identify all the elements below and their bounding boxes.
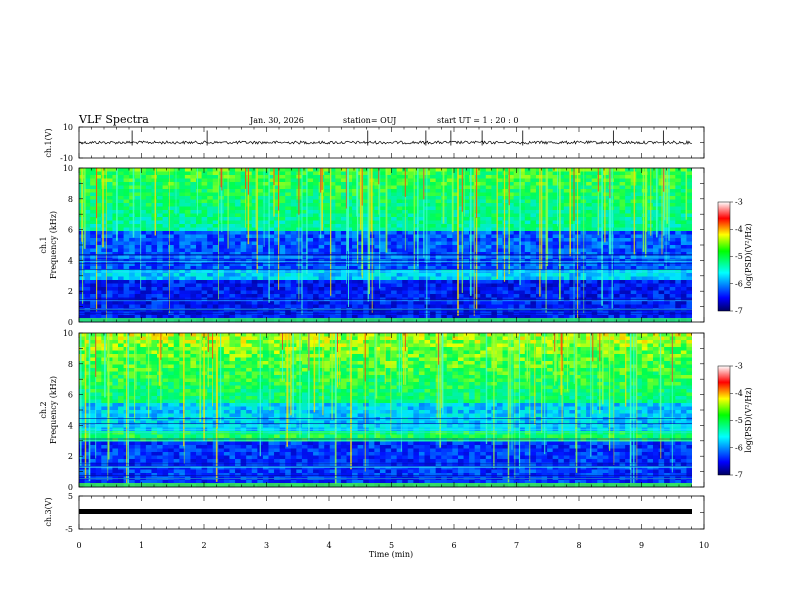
ch2-colorbar: -3 -4 -5 -6 -7 log(PSD)(V²/Hz) — [717, 362, 753, 480]
ch1-waveform-trace — [78, 139, 693, 145]
x-tick-label: 3 — [264, 541, 269, 550]
spec-ytick-label: 8 — [68, 360, 73, 369]
spec-ytick-label: 10 — [63, 329, 73, 338]
spec-ytick-label: 2 — [68, 452, 73, 461]
station-label: station= OUJ — [343, 116, 396, 125]
spec-ytick-label: 4 — [68, 421, 73, 430]
ch1-ylabel: ch.1(V) — [44, 128, 53, 157]
ch1-spec-ylabel-2: Frequency (kHz) — [49, 211, 58, 279]
x-tick-label: 10 — [699, 541, 709, 550]
colorbar-tick-label: -4 — [735, 225, 743, 234]
ch2-spectrogram-panel — [78, 332, 705, 488]
x-tick-label: 2 — [201, 541, 206, 550]
date-label: Jan. 30, 2026 — [249, 116, 304, 125]
colorbar-tick-label: -3 — [735, 362, 743, 371]
spec-ytick-label: 10 — [63, 164, 73, 173]
x-axis-label: Time (min) — [369, 550, 413, 559]
ch3-ytick-bottom: -5 — [65, 525, 73, 534]
spec-ytick-label: 0 — [68, 483, 73, 492]
colorbar-tick-label: -3 — [735, 198, 743, 207]
ch1-spec-ylabel-1: ch.1 — [39, 236, 48, 253]
x-tick-label: 5 — [389, 541, 394, 550]
start-ut-label: start UT = 1 : 20 : 0 — [437, 116, 518, 125]
colorbar-tick-label: -6 — [735, 443, 743, 452]
x-tick-label: 4 — [326, 541, 331, 550]
ch1-colorbar-label: log(PSD)(V²/Hz) — [744, 223, 753, 288]
colorbar-tick-label: -7 — [735, 307, 743, 316]
ch2-spec-ylabel-1: ch.2 — [39, 401, 48, 418]
figure-title: VLF Spectra — [78, 113, 149, 126]
spec-ytick-label: 6 — [68, 391, 73, 400]
x-tick-label: 1 — [139, 541, 144, 550]
x-tick-label: 6 — [451, 541, 456, 550]
ch1-waveform-panel — [78, 126, 705, 159]
ch3-waveform-trace — [79, 509, 692, 514]
x-tick-label: 8 — [576, 541, 581, 550]
ch3-ytick-top: 5 — [68, 492, 73, 501]
colorbar-tick-label: -7 — [735, 471, 743, 480]
x-tick-label: 7 — [514, 541, 519, 550]
ch1-ytick-bottom: -10 — [60, 154, 73, 163]
spec-ytick-label: 8 — [68, 195, 73, 204]
ch1-ytick-top: 10 — [63, 123, 73, 132]
spec-ytick-label: 0 — [68, 318, 73, 327]
spec-ytick-label: 6 — [68, 226, 73, 235]
colorbar-tick-label: -4 — [735, 389, 743, 398]
colorbar-tick-label: -5 — [735, 416, 743, 425]
ch3-ylabel: ch.3(V) — [44, 497, 53, 526]
colorbar-tick-label: -5 — [735, 252, 743, 261]
spec-ytick-label: 4 — [68, 256, 73, 265]
x-tick-label: 0 — [76, 541, 81, 550]
ch2-colorbar-label: log(PSD)(V²/Hz) — [744, 387, 753, 452]
ch1-colorbar: -3 -4 -5 -6 -7 log(PSD)(V²/Hz) — [717, 198, 753, 316]
colorbar-tick-label: -6 — [735, 279, 743, 288]
spec-ytick-label: 2 — [68, 287, 73, 296]
ch1-spectrogram-panel — [78, 167, 705, 323]
x-tick-label: 9 — [639, 541, 644, 550]
ch2-spec-ylabel-2: Frequency (kHz) — [49, 376, 58, 444]
